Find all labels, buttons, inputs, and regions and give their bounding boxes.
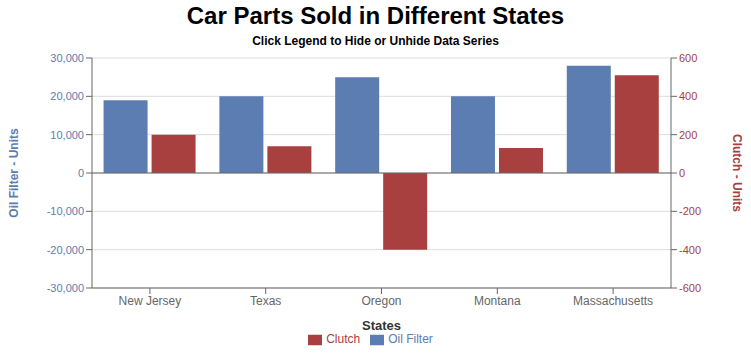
svg-text:States: States xyxy=(362,318,401,333)
html-text:Click Legend to Hide or Unhide: Click Legend to Hide or Unhide Data Seri… xyxy=(252,34,499,48)
svg-text:Oil Filter - Units: Oil Filter - Units xyxy=(8,128,21,218)
svg-text:30,000: 30,000 xyxy=(50,52,84,64)
svg-text:200: 200 xyxy=(679,129,697,141)
svg-text:-30,000: -30,000 xyxy=(47,282,84,294)
svg-text:-10,000: -10,000 xyxy=(47,205,84,217)
html-text:Oil Filter: Oil Filter xyxy=(388,332,433,346)
svg-text:Massachusetts: Massachusetts xyxy=(573,294,653,308)
html-text:Car Parts Sold in Different St: Car Parts Sold in Different States xyxy=(186,2,565,29)
svg-text:Oregon: Oregon xyxy=(361,294,401,308)
svg-text:Texas: Texas xyxy=(250,294,281,308)
svg-text:20,000: 20,000 xyxy=(50,90,84,102)
svg-text:-600: -600 xyxy=(679,282,701,294)
svg-text:600: 600 xyxy=(679,52,697,64)
svg-text:Clutch - Units: Clutch - Units xyxy=(730,134,743,212)
svg-text:400: 400 xyxy=(679,90,697,102)
html-text:Clutch: Clutch xyxy=(326,332,361,346)
svg-text:-400: -400 xyxy=(679,244,701,256)
svg-text:10,000: 10,000 xyxy=(50,129,84,141)
svg-text:0: 0 xyxy=(679,167,685,179)
svg-text:-20,000: -20,000 xyxy=(47,244,84,256)
svg-text:New Jersey: New Jersey xyxy=(119,294,182,308)
svg-text:Montana: Montana xyxy=(474,294,521,308)
svg-text:0: 0 xyxy=(78,167,84,179)
svg-text:-200: -200 xyxy=(679,205,701,217)
